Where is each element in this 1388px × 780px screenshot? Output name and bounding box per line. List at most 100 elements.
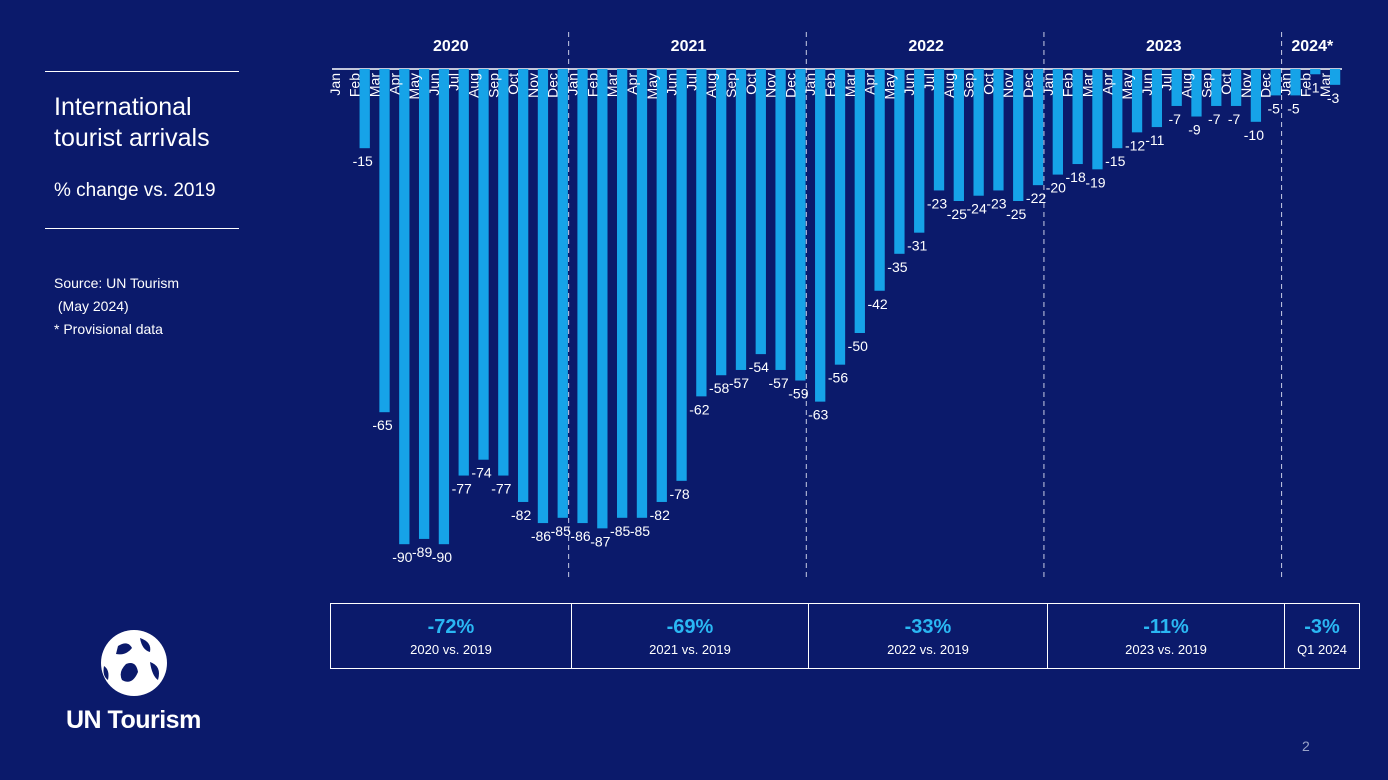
globe-logo-icon	[101, 630, 167, 696]
month-tick-label: Apr	[386, 73, 402, 95]
month-tick-label: Aug	[703, 73, 719, 98]
bar	[874, 69, 885, 291]
bar	[557, 69, 568, 518]
bar	[399, 69, 410, 545]
data-label: -7	[1208, 111, 1221, 127]
bar	[775, 69, 786, 370]
data-label: -77	[491, 481, 511, 497]
data-label: -90	[432, 549, 452, 565]
month-tick-label: Feb	[1060, 73, 1076, 97]
year-label: 2022	[908, 38, 944, 55]
bar	[1131, 69, 1143, 133]
bar	[1270, 69, 1281, 96]
month-tick-label: Aug	[941, 73, 957, 98]
month-tick-label: Feb	[1297, 73, 1313, 97]
summary-label: 2021 vs. 2019	[649, 642, 731, 657]
month-tick-label: May	[1119, 73, 1135, 99]
month-tick-label: Jun	[664, 73, 680, 96]
bar	[1230, 69, 1242, 106]
month-tick-label: Mar	[842, 73, 858, 97]
month-tick-label: Oct	[505, 73, 521, 95]
summary-cell-2020: -72% 2020 vs. 2019	[331, 604, 571, 668]
data-label: -87	[590, 533, 610, 549]
bar	[656, 69, 667, 502]
month-tick-label: Apr	[862, 73, 878, 95]
bar	[696, 69, 707, 397]
month-tick-label: Nov	[1000, 73, 1016, 98]
month-tick-label: Jul	[1159, 73, 1175, 91]
summary-label: Q1 2024	[1297, 642, 1347, 657]
data-label: -65	[372, 417, 392, 433]
data-label: -24	[967, 201, 987, 217]
bar	[438, 69, 450, 545]
bar	[517, 69, 529, 502]
data-label: -89	[412, 544, 432, 560]
data-label: -19	[1085, 174, 1105, 190]
month-tick-label: May	[644, 73, 660, 99]
bar	[676, 69, 687, 481]
bar	[498, 69, 509, 476]
bar	[1211, 69, 1222, 106]
data-label: -1	[1307, 79, 1320, 95]
month-tick-label: Aug	[466, 73, 482, 98]
bar	[1112, 69, 1123, 149]
month-tick-label: Sep	[961, 73, 977, 98]
summary-label: 2020 vs. 2019	[410, 642, 492, 657]
bar	[1310, 69, 1321, 75]
month-tick-label: Nov	[525, 73, 541, 98]
chart-title: International tourist arrivals	[54, 93, 210, 152]
data-label: -20	[1046, 180, 1066, 196]
logo-text: UN Tourism	[66, 706, 201, 734]
data-label: -74	[471, 465, 491, 481]
summary-cell-2022: -33% 2022 vs. 2019	[808, 604, 1047, 668]
month-tick-label: May	[881, 73, 897, 99]
chart-subtitle: % change vs. 2019	[54, 180, 216, 201]
summary-cell-2024: -3% Q1 2024	[1284, 604, 1359, 668]
data-label: -31	[907, 238, 927, 254]
data-label: -54	[749, 359, 769, 375]
data-label: -35	[887, 259, 907, 275]
month-tick-label: Jan	[802, 73, 818, 96]
data-label: -7	[1168, 111, 1181, 127]
source-note: Source: UN Tourism (May 2024) * Provisio…	[54, 275, 180, 337]
bar	[1290, 69, 1301, 96]
month-tick-label: Jun	[901, 73, 917, 96]
bar	[914, 69, 925, 233]
bar	[815, 69, 826, 402]
data-label: -57	[768, 375, 788, 391]
data-label: -12	[1125, 137, 1145, 153]
bar	[834, 69, 846, 365]
bar	[359, 69, 370, 149]
summary-label: 2023 vs. 2019	[1125, 642, 1207, 657]
month-tick-label: Mar	[604, 73, 620, 97]
month-tick-label: Apr	[624, 73, 640, 95]
bar	[735, 69, 747, 370]
month-tick-label: Dec	[1258, 73, 1274, 98]
data-label: -5	[1287, 100, 1300, 116]
data-label: -86	[570, 528, 590, 544]
bar	[1032, 69, 1044, 186]
month-tick-label: Jan	[1277, 73, 1293, 96]
data-label: -5	[1267, 100, 1280, 116]
bar	[1151, 69, 1163, 128]
summary-cell-2023: -11% 2023 vs. 2019	[1047, 604, 1284, 668]
summary-pct: -3%	[1304, 616, 1340, 638]
bar	[1191, 69, 1202, 117]
data-label: -9	[1188, 122, 1201, 138]
month-tick-label: Dec	[545, 73, 561, 98]
month-tick-label: Aug	[1178, 73, 1194, 98]
page-number: 2	[1302, 738, 1310, 754]
bar	[755, 69, 766, 355]
data-label: -22	[1026, 190, 1046, 206]
data-label: -77	[452, 481, 472, 497]
month-tick-label: Sep	[485, 73, 501, 98]
data-label: -7	[1228, 111, 1241, 127]
month-tick-label: Feb	[347, 73, 363, 97]
year-label: 2021	[671, 38, 707, 55]
data-label: -58	[709, 380, 729, 396]
data-label: -23	[986, 195, 1006, 211]
data-label: -85	[630, 523, 650, 539]
data-label: -42	[867, 296, 887, 312]
data-label: -25	[947, 206, 967, 222]
year-label: 2024*	[1291, 38, 1334, 55]
